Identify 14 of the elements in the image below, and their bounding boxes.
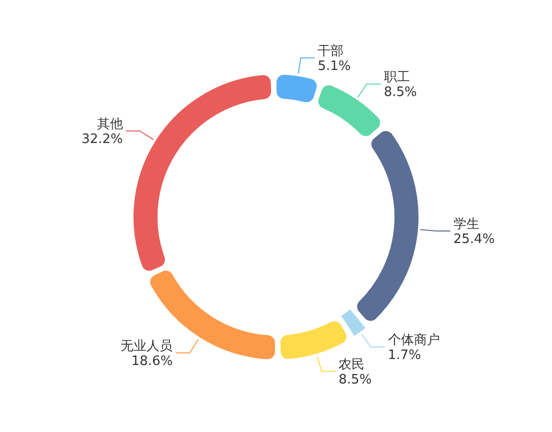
slice-label: 其他	[96, 116, 123, 132]
slice-label: 职工	[384, 70, 410, 86]
data-label: 32.2%	[82, 132, 123, 147]
slice-label: 农民	[338, 357, 365, 372]
data-label: 8.5%	[338, 372, 372, 388]
slice-label: 无业人员	[120, 338, 173, 354]
data-label: 1.7%	[388, 348, 421, 364]
data-label: 8.5%	[384, 85, 417, 100]
data-label: 5.1%	[318, 58, 351, 74]
slice-label: 干部	[318, 44, 344, 59]
data-label: 25.4%	[453, 232, 495, 248]
data-label: 18.6%	[131, 354, 173, 369]
slice-label: 个体商户	[388, 333, 440, 348]
slice-label: 学生	[453, 217, 480, 232]
